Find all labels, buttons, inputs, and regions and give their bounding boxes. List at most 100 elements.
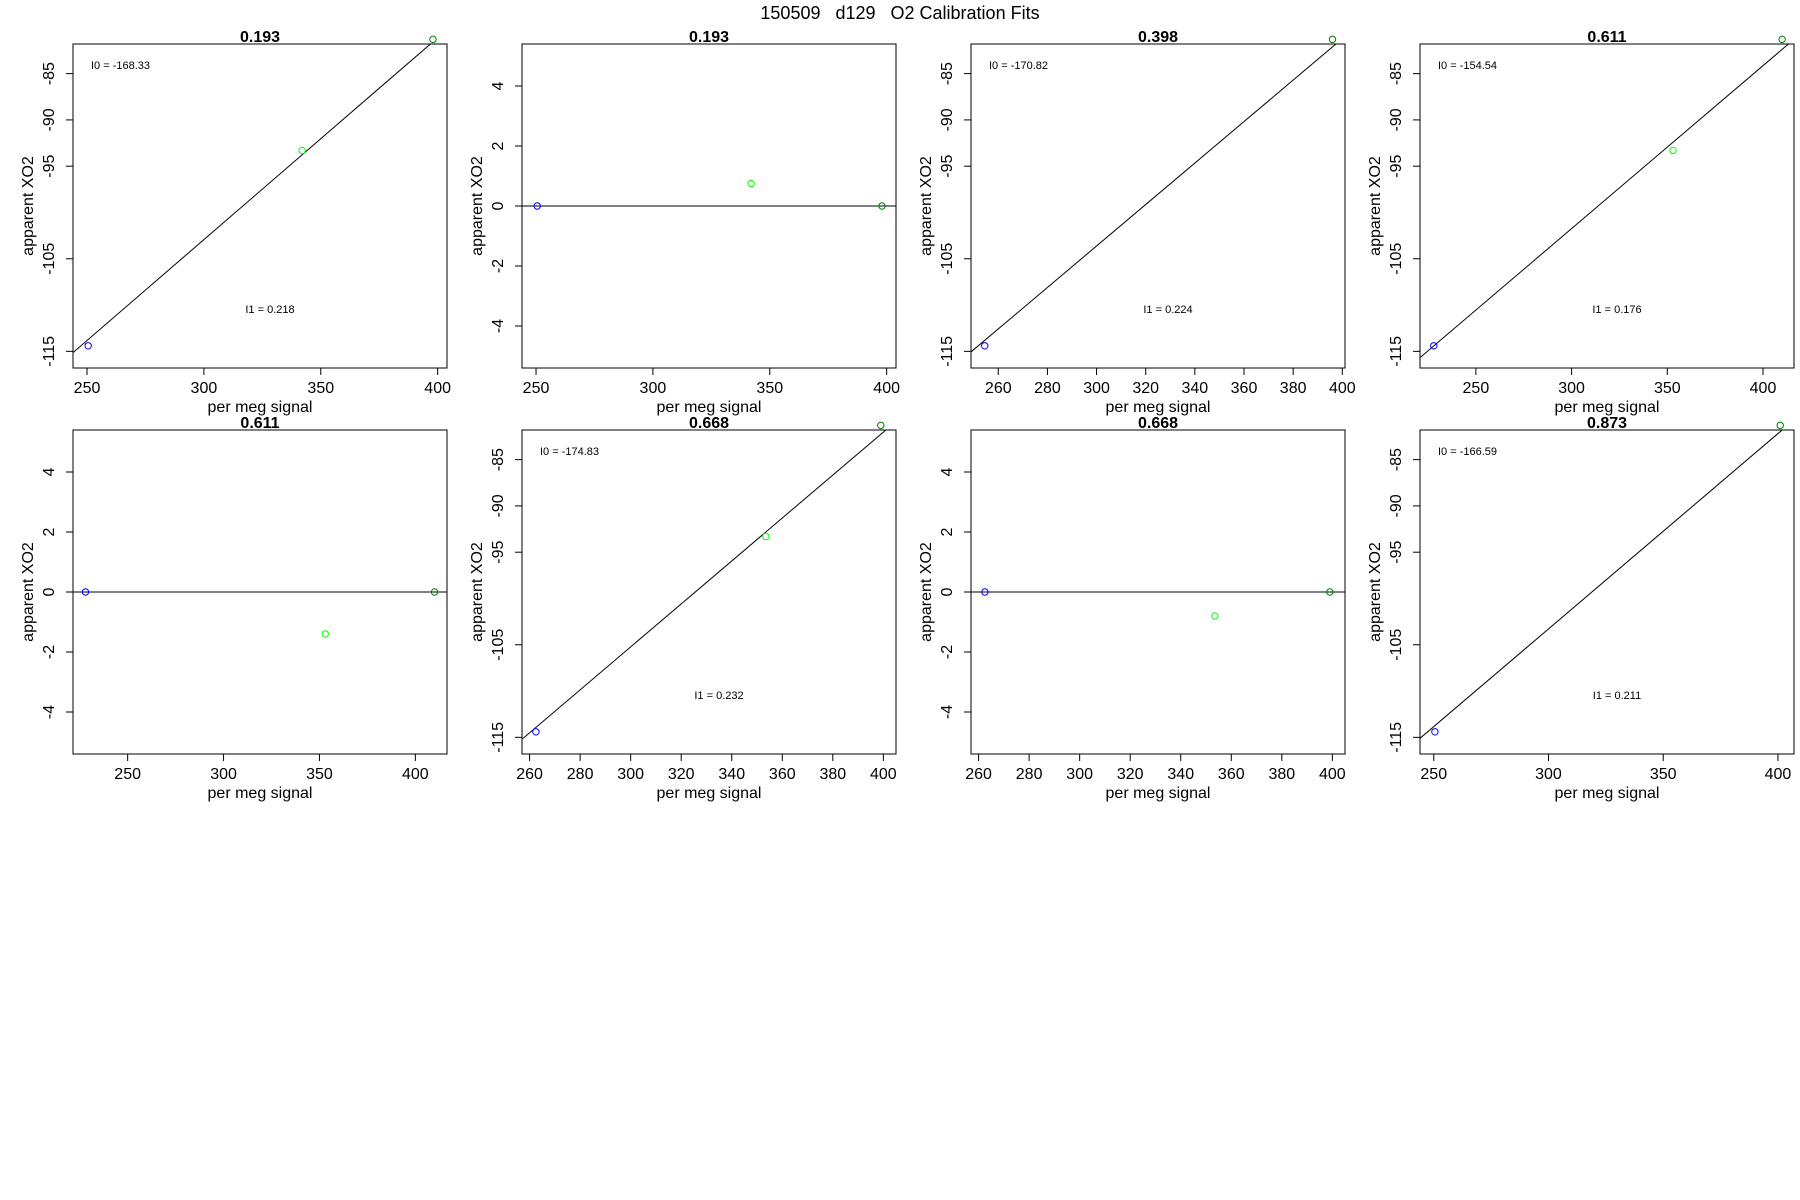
- x-tick-label: 400: [1329, 380, 1356, 397]
- calibration-panel-7: 0.668 260 280 300 320 340 360 380 400 -4 -2 0 2 4 per …: [918, 415, 1346, 802]
- y-axis-label: apparent XO2: [20, 156, 37, 256]
- y-tick-label: -90: [41, 108, 58, 131]
- y-tick-label: 2: [41, 527, 58, 536]
- data-point: [84, 342, 92, 350]
- plot-frame: [1419, 43, 1795, 369]
- y-tick-label: -85: [939, 62, 956, 85]
- data-point: [1431, 728, 1439, 736]
- y-axis-label: apparent XO2: [20, 542, 37, 642]
- y-tick-label: 0: [490, 201, 507, 210]
- x-tick-label: 400: [1750, 380, 1777, 397]
- x-tick-label: 380: [1280, 380, 1307, 397]
- data-point: [762, 532, 770, 541]
- x-axis-label: per meg signal: [1555, 785, 1660, 802]
- intercept-annotation: I0 = -174.83: [540, 446, 599, 458]
- x-axis-label: per meg signal: [208, 785, 313, 802]
- x-tick-label: 360: [769, 766, 796, 783]
- page-title: 150509 d129 O2 Calibration Fits: [760, 3, 1040, 23]
- x-tick-label: 280: [567, 766, 594, 783]
- x-tick-label: 250: [523, 380, 550, 397]
- x-tick-label: 400: [424, 380, 451, 397]
- x-tick-label: 300: [210, 766, 237, 783]
- y-tick-label: -85: [1388, 448, 1405, 471]
- panel-title: 0.873: [1587, 415, 1627, 432]
- y-axis-label: apparent XO2: [918, 542, 935, 642]
- data-point: [430, 588, 439, 596]
- x-tick-label: 300: [191, 380, 218, 397]
- x-tick-label: 360: [1231, 380, 1258, 397]
- x-tick-label: 380: [819, 766, 846, 783]
- data-point: [1776, 421, 1784, 430]
- slope-annotation: I1 = 0.211: [1593, 690, 1641, 702]
- intercept-annotation: I0 = -154.54: [1438, 60, 1497, 72]
- fit-line: [522, 430, 887, 740]
- plot-frame: [72, 43, 448, 369]
- y-tick-label: -90: [939, 108, 956, 131]
- x-tick-label: 300: [1558, 380, 1585, 397]
- y-tick-label: -115: [1388, 336, 1405, 367]
- x-tick-label: 300: [617, 766, 644, 783]
- x-tick-label: 400: [870, 766, 897, 783]
- calibration-panel-4: 0.611 250 300 350 400 -115 -105 -95 -90 -85 per me…: [1367, 29, 1795, 416]
- x-tick-label: 280: [1016, 766, 1043, 783]
- y-tick-label: -115: [490, 722, 507, 753]
- y-tick-label: -2: [41, 645, 58, 659]
- y-tick-label: -85: [41, 62, 58, 85]
- fit-line: [971, 44, 1337, 353]
- y-tick-label: -115: [939, 336, 956, 367]
- y-tick-label: 4: [490, 81, 507, 90]
- y-axis-label: apparent XO2: [1367, 156, 1384, 256]
- y-axis-label: apparent XO2: [469, 542, 486, 642]
- x-tick-label: 360: [1218, 766, 1245, 783]
- data-point: [1778, 35, 1786, 44]
- x-tick-label: 350: [307, 380, 334, 397]
- data-point: [321, 630, 329, 638]
- data-point: [981, 588, 989, 596]
- x-tick-label: 300: [1083, 380, 1110, 397]
- slope-annotation: I1 = 0.218: [245, 304, 294, 316]
- y-tick-label: 4: [41, 467, 58, 476]
- data-point: [1328, 35, 1337, 44]
- x-axis-label: per meg signal: [1106, 785, 1211, 802]
- x-axis-label: per meg signal: [657, 399, 762, 416]
- panel-title: 0.668: [1138, 415, 1178, 432]
- plot-frame: [521, 429, 897, 755]
- y-tick-label: -4: [490, 319, 507, 333]
- x-tick-label: 320: [668, 766, 695, 783]
- y-tick-label: -95: [490, 541, 507, 564]
- panel-title: 0.398: [1138, 29, 1178, 46]
- y-tick-label: -105: [1388, 629, 1405, 661]
- data-point: [1669, 146, 1677, 155]
- data-point: [878, 202, 886, 210]
- y-tick-label: -90: [1388, 108, 1405, 131]
- x-tick-label: 350: [306, 766, 333, 783]
- y-tick-label: -90: [490, 494, 507, 517]
- y-tick-label: -4: [41, 705, 58, 719]
- x-tick-label: 250: [1420, 766, 1447, 783]
- panel-title: 0.611: [1587, 29, 1626, 46]
- y-tick-label: -4: [939, 705, 956, 719]
- x-axis-label: per meg signal: [208, 399, 313, 416]
- y-tick-label: -105: [1388, 243, 1405, 275]
- x-tick-label: 260: [516, 766, 543, 783]
- x-tick-label: 340: [1182, 380, 1209, 397]
- calibration-panel-6: 0.668 260 280 300 320 340 360 380 400 -115 -105 -95…: [469, 415, 897, 802]
- data-point: [747, 179, 755, 188]
- data-point: [1211, 612, 1219, 620]
- data-point: [429, 35, 437, 44]
- intercept-annotation: I0 = -168.33: [91, 60, 150, 72]
- x-tick-label: 300: [1535, 766, 1562, 783]
- data-point: [1326, 588, 1334, 596]
- x-tick-label: 280: [1034, 380, 1061, 397]
- y-tick-label: 2: [939, 527, 956, 536]
- y-tick-label: -115: [1388, 722, 1405, 753]
- y-axis-label: apparent XO2: [1367, 542, 1384, 642]
- fit-line: [73, 44, 432, 354]
- y-tick-label: 2: [490, 141, 507, 150]
- x-axis-label: per meg signal: [1106, 399, 1211, 416]
- y-tick-label: -105: [41, 243, 58, 275]
- calibration-panel-8: 0.873 250 300 350 400 -115 -105 -95 -90 -85 per me…: [1367, 415, 1795, 802]
- x-tick-label: 350: [1654, 380, 1681, 397]
- data-point: [981, 342, 989, 350]
- calibration-panel-2: 0.193 250 300 350 400 -4 -2 0 2 4 per meg signal ap…: [469, 29, 900, 416]
